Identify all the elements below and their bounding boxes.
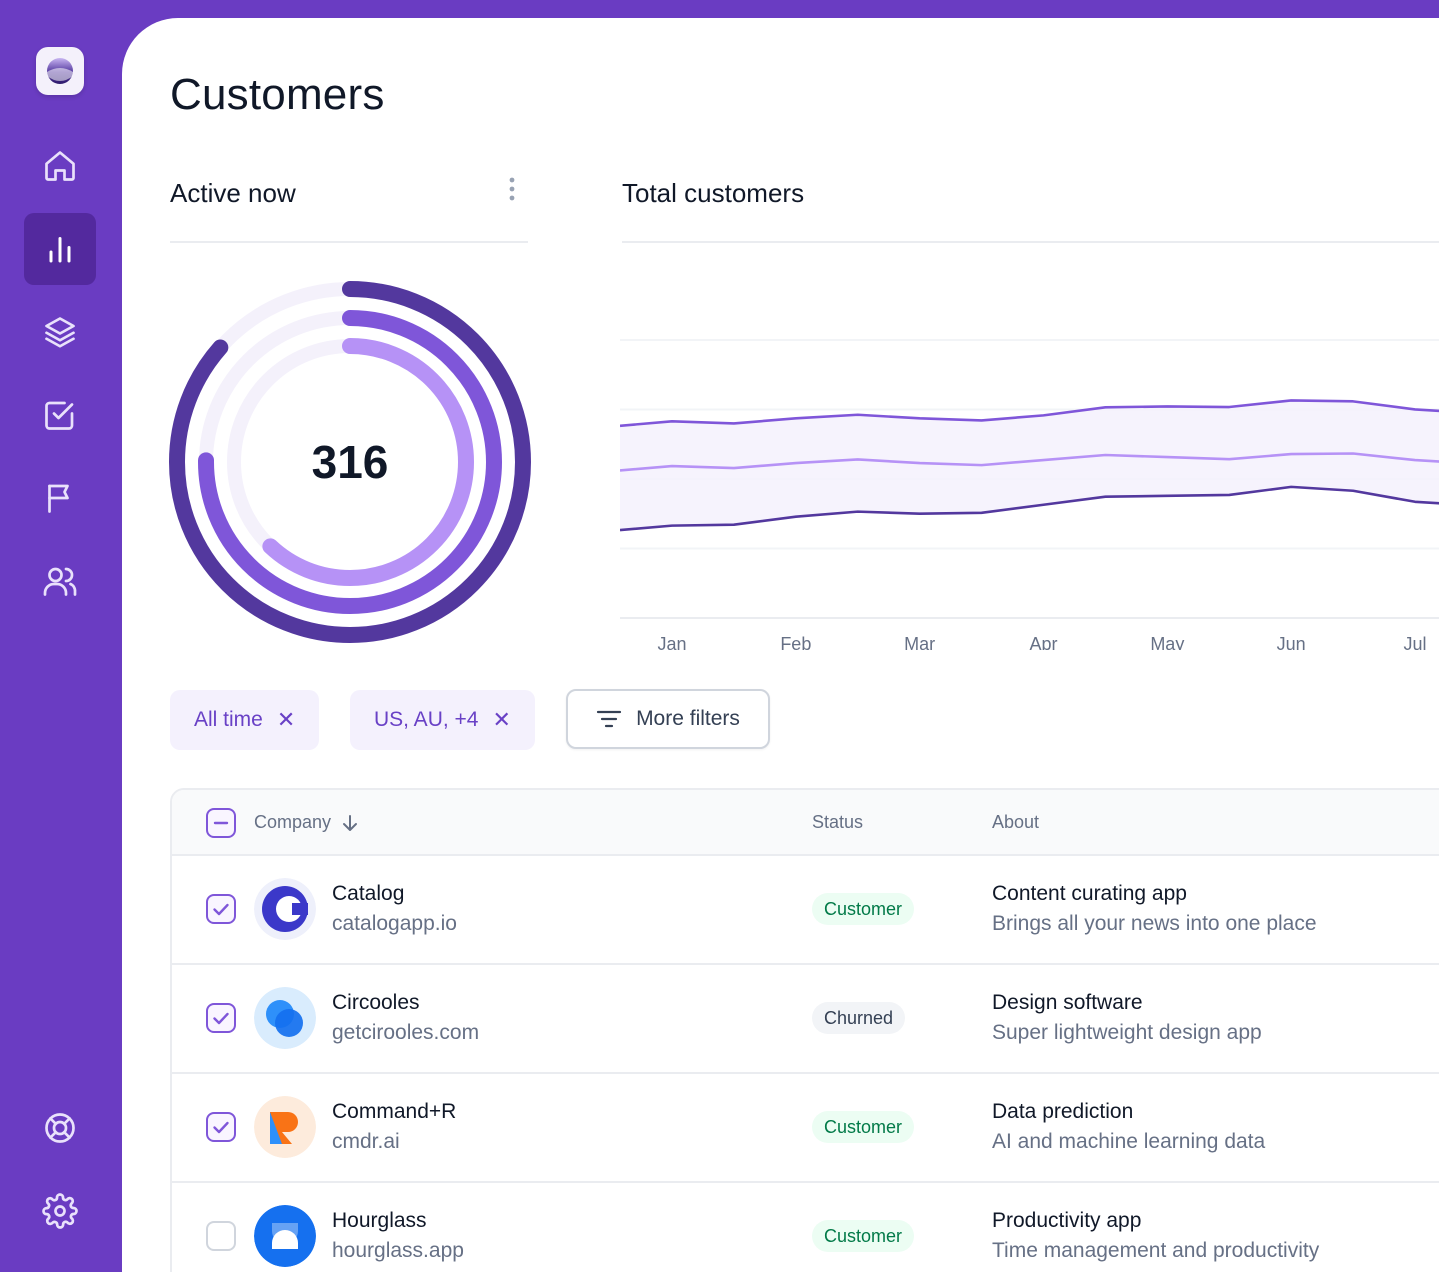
check-icon [213,1012,229,1025]
sidebar [0,0,122,1272]
logo-icon [47,58,73,84]
about-title: Productivity app [992,1209,1142,1232]
filter-chip-label: All time [194,708,263,731]
x-tick-label: May [1150,634,1184,650]
table-row[interactable]: Command+R cmdr.ai Customer Data predicti… [172,1074,1439,1183]
page-title: Customers [170,70,385,119]
status-badge: Customer [812,893,915,925]
x-tick-label: Apr [1029,634,1057,650]
x-tick-label: Mar [904,634,935,650]
company-url: getcirooles.com [332,1021,480,1044]
app-logo[interactable] [36,47,84,95]
company-name: Command+R [332,1100,457,1123]
activity-ring-chart: 316 [168,280,532,644]
ring-outer [169,281,531,643]
x-tick-label: Jun [1277,634,1306,650]
sidebar-item-home[interactable] [24,130,96,202]
company-url: cmdr.ai [332,1130,400,1153]
filter-chip-region[interactable]: US, AU, +4 ✕ [350,690,535,750]
about-title: Design software [992,991,1143,1014]
about-column-header: About [992,812,1040,832]
about-subtitle: AI and machine learning data [992,1130,1266,1153]
status-column-header: Status [812,812,864,832]
about-subtitle: Super lightweight design app [992,1021,1262,1044]
check-icon [213,903,229,916]
sidebar-item-tasks[interactable] [24,379,96,451]
table-row[interactable]: Catalog catalogapp.io Customer Content c… [172,856,1439,965]
total-customers-title: Total customers [622,178,805,208]
sidebar-item-analytics[interactable] [24,213,96,285]
x-tick-label: Jan [657,634,686,650]
life-buoy-icon [45,1113,75,1143]
check-square-icon [45,401,74,430]
active-now-value: 316 [311,436,389,488]
row-checkbox[interactable] [206,894,236,924]
check-icon [213,1121,229,1134]
minus-icon [213,821,229,825]
series-line-1 [620,399,1439,428]
ring-middle [198,310,502,614]
flag-icon [48,484,69,513]
row-checkbox[interactable] [206,1003,236,1033]
about-subtitle: Brings all your news into one place [992,912,1317,935]
sidebar-item-reports[interactable] [24,462,96,534]
ring-inner [226,338,474,586]
row-checkbox[interactable] [206,1112,236,1142]
x-tick-label: Jul [1403,634,1426,650]
bar-chart-icon [49,237,71,263]
more-filters-button[interactable]: More filters [566,689,770,749]
home-icon [45,151,75,181]
arrow-down-icon [343,814,358,831]
company-header-label: Company [254,812,332,832]
company-name: Circooles [332,991,420,1014]
company-logo-hourglass [254,1205,316,1267]
frame-top [0,0,1439,18]
company-name: Hourglass [332,1209,427,1232]
table-row[interactable]: Circooles getcirooles.com Churned Design… [172,965,1439,1074]
sidebar-item-users[interactable] [24,545,96,617]
more-filters-label: More filters [636,707,740,730]
x-tick-label: Feb [780,634,811,650]
status-badge: Churned [812,1002,906,1034]
sidebar-item-layers[interactable] [24,296,96,368]
sidebar-item-settings[interactable] [24,1175,96,1247]
company-logo-catalog [254,878,316,940]
series-line-2 [620,452,1439,472]
filter-chip-all-time[interactable]: All time ✕ [170,690,320,750]
company-logo-commandr [254,1096,316,1158]
about-title: Data prediction [992,1100,1134,1123]
table-row[interactable]: Hourglass hourglass.app Customer Product… [172,1183,1439,1272]
more-options-icon[interactable] [502,174,522,204]
series-line-3 [620,485,1439,532]
close-icon[interactable]: ✕ [492,707,511,732]
company-url: catalogapp.io [332,912,457,935]
row-checkbox[interactable] [206,1221,236,1251]
filter-lines-icon [596,710,622,728]
customers-table: Company Status About [170,788,1439,1272]
about-subtitle: Time management and productivity [992,1239,1320,1262]
company-logo-circooles [254,987,316,1049]
close-icon[interactable]: ✕ [276,707,296,732]
status-badge: Customer [812,1111,915,1143]
series-band [620,400,1439,531]
company-name: Catalog [332,882,405,905]
status-badge: Customer [812,1220,915,1252]
gear-icon [42,1193,78,1229]
layers-icon [45,317,75,348]
active-now-divider [170,241,528,243]
main-panel: Customers Active now 316 Total customers… [122,18,1439,1272]
company-url: hourglass.app [332,1239,464,1262]
company-column-header[interactable]: Company [254,812,359,833]
filter-chip-label: US, AU, +4 [374,708,479,731]
active-now-title: Active now [170,178,296,208]
sidebar-item-support[interactable] [24,1092,96,1164]
users-icon [43,567,77,596]
total-customers-divider [622,241,1439,243]
total-customers-chart: Jan Feb Mar Apr May Jun Jul [620,339,1439,650]
table-header: Company Status About [172,790,1439,856]
about-title: Content curating app [992,882,1187,905]
select-all-checkbox[interactable] [206,808,236,838]
